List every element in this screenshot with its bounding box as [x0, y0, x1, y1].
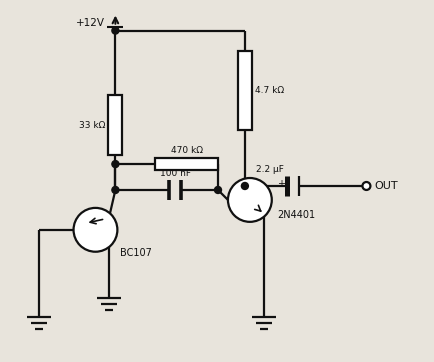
Circle shape [241, 182, 248, 189]
Circle shape [112, 27, 119, 34]
Text: 2.2 μF: 2.2 μF [256, 165, 284, 174]
Text: 4.7 kΩ: 4.7 kΩ [255, 86, 284, 95]
Text: +12V: +12V [76, 18, 105, 28]
Text: +: + [277, 179, 285, 189]
Text: BC107: BC107 [120, 248, 152, 258]
Text: 33 kΩ: 33 kΩ [79, 121, 105, 130]
Text: OUT: OUT [375, 181, 398, 191]
Text: 2N4401: 2N4401 [277, 210, 315, 220]
Circle shape [73, 208, 117, 252]
Bar [238, 51, 252, 130]
Text: 470 kΩ: 470 kΩ [171, 146, 203, 155]
Circle shape [362, 182, 370, 190]
Circle shape [112, 161, 119, 168]
Circle shape [228, 178, 272, 222]
Bar [155, 158, 218, 170]
Circle shape [112, 186, 119, 193]
Text: 100 nF: 100 nF [160, 169, 191, 178]
Bar [108, 95, 122, 155]
Circle shape [214, 186, 221, 193]
